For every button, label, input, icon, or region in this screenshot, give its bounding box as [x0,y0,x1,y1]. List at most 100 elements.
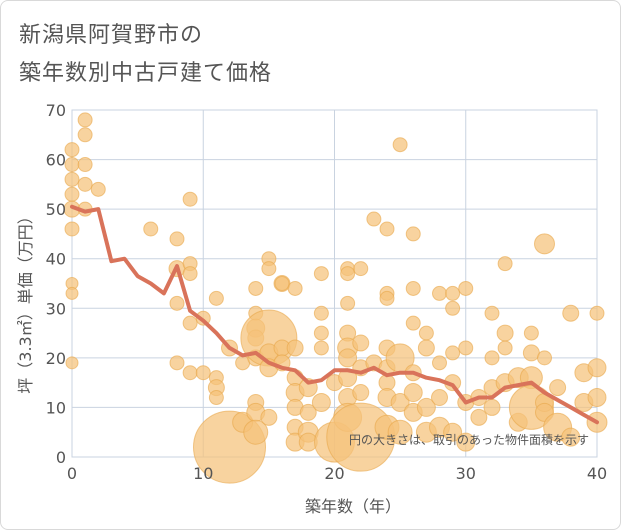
data-bubble [458,280,474,296]
data-bubble [484,350,500,366]
chart-title-line1: 新潟県阿賀野市の [19,23,204,48]
data-bubble [445,300,461,316]
data-bubble [340,266,356,282]
data-bubble [77,112,93,128]
y-tick-label: 40 [46,250,66,269]
data-bubble [313,305,329,321]
data-bubble [352,384,370,402]
data-bubble [443,422,463,442]
data-bubble [522,344,540,362]
data-bubble [169,295,185,311]
data-bubble [445,285,461,301]
data-bubble [169,231,185,247]
y-tick-label: 10 [46,398,66,417]
data-bubble [561,427,581,447]
data-bubble [182,191,198,207]
data-bubble [537,350,552,366]
data-bubble [496,324,514,342]
data-bubble [483,398,501,416]
data-bubble [143,221,159,237]
data-bubble [64,221,80,237]
data-bubble [417,339,435,357]
data-bubble [405,315,421,331]
bubble-layer [63,112,608,484]
data-bubble [587,358,607,378]
data-bubble [90,181,106,197]
data-bubble [392,137,408,153]
axes: 0 10 20 30 40 0 10 20 30 40 50 60 70 [46,101,608,483]
data-bubble [287,280,303,296]
data-bubble [313,325,329,341]
size-note: 円の大きさは、取引のあった物件面積を示す [349,432,589,447]
data-bubble [260,408,278,426]
data-bubble [418,325,434,341]
data-bubble [403,383,423,403]
data-bubble [195,365,211,381]
y-tick-label: 0 [56,448,66,467]
data-bubble [458,340,474,356]
data-bubble [340,295,356,311]
data-bubble [248,280,264,296]
data-bubble [77,127,93,143]
data-bubble [562,304,580,322]
data-bubble [243,419,269,445]
trend-line-layer [70,204,599,425]
data-bubble [65,356,79,370]
data-bubble [416,397,436,417]
x-axis-label: 築年数（年） [305,497,401,516]
data-bubble [313,266,329,282]
data-bubble [589,305,605,321]
x-tick-label: 30 [456,464,476,483]
data-bubble [470,408,488,426]
data-bubble [261,261,277,277]
data-bubble [182,266,198,282]
data-bubble [208,390,224,406]
data-bubble [405,226,421,242]
trend-line [70,204,599,425]
data-bubble [379,290,395,306]
data-bubble [64,186,80,202]
x-tick-label: 40 [587,464,607,483]
data-bubble [353,261,369,277]
data-bubble [432,355,447,371]
data-bubble [390,392,410,412]
data-bubble [299,403,317,421]
x-tick-label: 0 [67,464,77,483]
data-bubble [431,389,448,407]
y-tick-label: 30 [46,299,66,318]
data-bubble [497,256,513,272]
data-bubble [456,432,476,452]
data-bubble [182,315,198,331]
data-bubble [432,285,447,301]
data-bubble [379,221,395,237]
y-tick-label: 60 [46,151,66,170]
data-bubble [523,325,539,341]
data-bubble [534,233,555,255]
x-tick-label: 10 [193,464,213,483]
y-axis-label: 坪（3.3㎡）単価（万円） [16,208,35,393]
data-bubble [208,290,224,306]
y-tick-label: 50 [46,200,66,219]
data-bubble [497,340,513,356]
data-bubble [64,157,80,173]
data-bubble [64,142,80,158]
data-bubble [387,419,413,445]
data-bubble [311,392,331,412]
data-bubble [366,211,382,227]
data-bubble [182,365,198,381]
chart-title-line2: 築年数別中古戸建て価格 [19,61,273,86]
x-tick-label: 20 [324,464,344,483]
y-tick-label: 20 [46,349,66,368]
data-bubble [274,276,290,291]
y-tick-label: 70 [46,101,66,120]
data-bubble [405,280,421,296]
data-bubble [286,339,304,357]
data-bubble [352,334,370,352]
data-bubble [338,348,358,368]
data-bubble [65,286,79,300]
data-bubble [549,379,567,397]
data-bubble [77,176,93,192]
data-bubble [484,305,500,321]
